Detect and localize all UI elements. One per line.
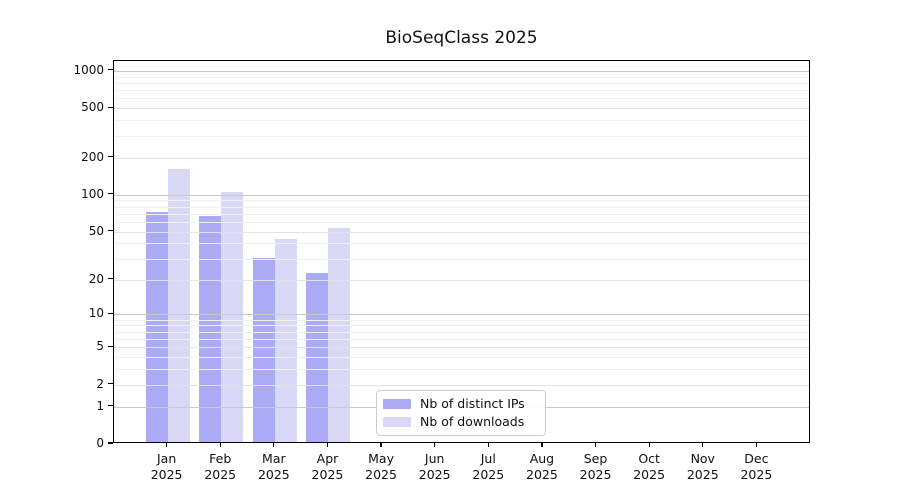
x-tick-jan xyxy=(166,443,168,447)
y-tick-10 xyxy=(108,312,113,315)
bar-nb-of-distinct-ips-jan xyxy=(145,211,168,442)
x-tick-dec xyxy=(755,443,757,447)
y-tick-2 xyxy=(108,383,113,385)
minor-gridline xyxy=(114,243,809,245)
gridline-2 xyxy=(114,384,809,386)
x-tick-jul xyxy=(487,443,489,447)
y-tick-200 xyxy=(108,155,113,158)
y-tick-label-100: 100 xyxy=(81,186,104,201)
y-tick-1 xyxy=(108,404,113,407)
gridline-20 xyxy=(114,279,809,281)
minor-gridline xyxy=(114,76,809,78)
minor-gridline xyxy=(114,258,809,260)
minor-gridline xyxy=(114,200,809,202)
minor-gridline xyxy=(114,120,809,122)
bar-nb-of-downloads-feb xyxy=(221,191,244,442)
minor-gridline xyxy=(114,213,809,215)
x-tick-label-mar: Mar 2025 xyxy=(257,451,290,482)
minor-gridline xyxy=(114,331,809,333)
gridline-10 xyxy=(114,314,809,316)
x-tick-oct xyxy=(648,443,650,447)
minor-gridline xyxy=(114,338,809,340)
x-tick-label-oct: Oct 2025 xyxy=(633,451,666,482)
gridline-5 xyxy=(114,347,809,349)
x-tick-label-nov: Nov 2025 xyxy=(686,451,719,482)
y-tick-label-20: 20 xyxy=(88,271,104,286)
y-tick-1000 xyxy=(108,69,113,71)
x-tick-apr xyxy=(326,443,329,447)
x-tick-sep xyxy=(594,443,597,447)
y-tick-label-500: 500 xyxy=(81,100,104,115)
y-tick-5 xyxy=(108,345,113,347)
y-tick-label-200: 200 xyxy=(81,149,104,164)
x-tick-may xyxy=(380,443,382,447)
minor-gridline xyxy=(114,325,809,327)
x-tick-label-apr: Apr 2025 xyxy=(311,451,344,482)
bar-nb-of-downloads-jan xyxy=(167,169,190,442)
x-tick-label-may: May 2025 xyxy=(365,451,397,482)
legend-label-downloads: Nb of downloads xyxy=(420,414,525,429)
x-tick-nov xyxy=(702,443,704,447)
minor-gridline xyxy=(114,357,809,359)
distinct-ips-swatch xyxy=(383,399,411,409)
minor-gridline xyxy=(114,221,809,223)
gridline-100 xyxy=(114,194,809,196)
y-tick-label-50: 50 xyxy=(88,223,104,238)
legend-row-distinct-ips: Nb of distinct IPs xyxy=(383,397,535,411)
x-tick-label-jan: Jan 2025 xyxy=(150,451,183,482)
y-tick-label-0: 0 xyxy=(96,436,104,450)
legend-label-distinct-ips: Nb of distinct IPs xyxy=(420,396,525,411)
bar-nb-of-downloads-apr xyxy=(328,227,351,442)
x-tick-label-feb: Feb 2025 xyxy=(204,451,237,482)
x-tick-label-dec: Dec 2025 xyxy=(740,451,773,482)
minor-gridline xyxy=(114,206,809,208)
y-tick-20 xyxy=(108,277,113,280)
y-tick-label-5: 5 xyxy=(96,339,104,354)
minor-gridline xyxy=(114,82,809,84)
minor-gridline xyxy=(114,319,809,321)
x-tick-label-aug: Aug 2025 xyxy=(526,451,558,482)
y-tick-label-2: 2 xyxy=(96,376,104,391)
x-tick-label-jun: Jun 2025 xyxy=(418,451,451,482)
minor-gridline xyxy=(114,98,809,100)
bar-nb-of-downloads-mar xyxy=(274,238,297,442)
gridline-500 xyxy=(114,108,809,110)
x-tick-mar xyxy=(273,443,275,447)
gridline-50 xyxy=(114,231,809,233)
downloads-swatch xyxy=(383,417,411,427)
gridline-200 xyxy=(114,157,809,159)
y-tick-label-1000: 1000 xyxy=(73,62,104,77)
legend: Nb of distinct IPs Nb of downloads xyxy=(376,390,546,436)
minor-gridline xyxy=(114,90,809,92)
x-tick-label-sep: Sep 2025 xyxy=(579,451,612,482)
gridline-1000 xyxy=(114,70,809,72)
bar-nb-of-distinct-ips-feb xyxy=(199,215,222,442)
minor-gridline xyxy=(114,135,809,137)
bar-nb-of-distinct-ips-mar xyxy=(252,258,275,442)
chart-title: BioSeqClass 2025 xyxy=(385,28,538,48)
y-tick-label-1: 1 xyxy=(96,398,104,413)
plot-area xyxy=(113,60,810,443)
y-tick-label-10: 10 xyxy=(88,306,104,321)
x-tick-feb xyxy=(219,443,221,447)
x-tick-aug xyxy=(541,443,543,447)
y-tick-100 xyxy=(108,193,113,195)
y-tick-0 xyxy=(108,442,113,444)
x-tick-label-jul: Jul 2025 xyxy=(472,451,505,482)
minor-gridline xyxy=(114,369,809,371)
y-tick-500 xyxy=(108,106,113,108)
x-tick-jun xyxy=(434,443,436,447)
legend-row-downloads: Nb of downloads xyxy=(383,415,535,429)
y-tick-50 xyxy=(108,230,113,232)
